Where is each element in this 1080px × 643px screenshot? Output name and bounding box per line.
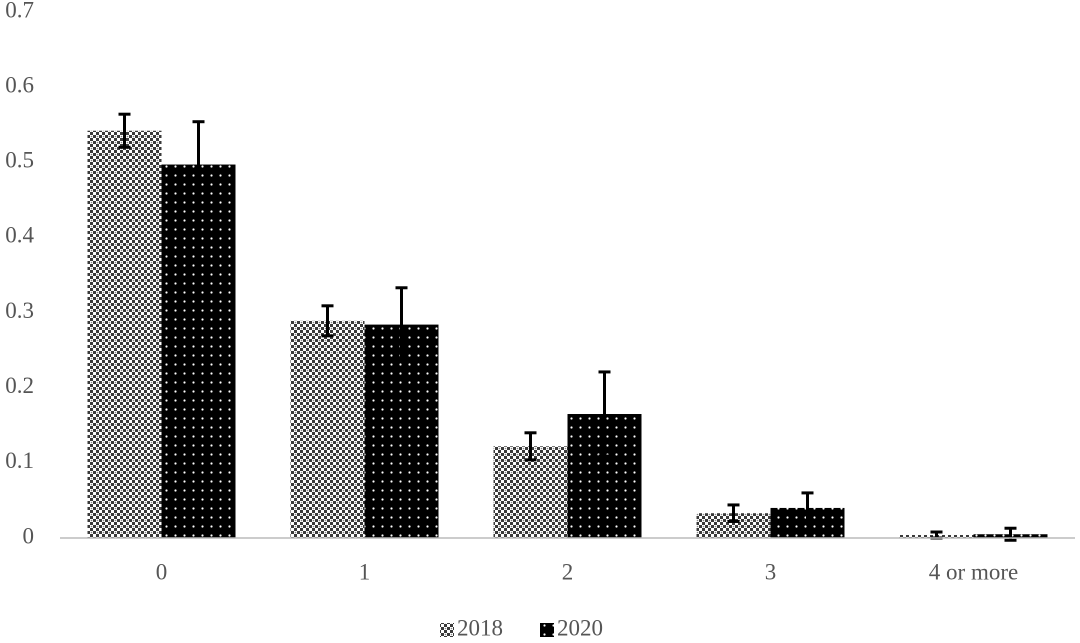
x-tick-label: 2 bbox=[562, 559, 574, 584]
y-tick-label: 0.7 bbox=[5, 0, 34, 22]
y-tick-label: 0.3 bbox=[5, 298, 34, 323]
bar bbox=[290, 320, 365, 538]
y-tick-label: 0.1 bbox=[5, 448, 34, 473]
legend-swatch bbox=[440, 623, 454, 637]
y-tick-label: 0.4 bbox=[5, 223, 34, 248]
error-bar bbox=[598, 370, 611, 458]
error-bar bbox=[395, 286, 408, 363]
x-tick-label: 0 bbox=[156, 559, 168, 584]
error-bar bbox=[118, 112, 131, 149]
x-tick-label: 3 bbox=[765, 559, 777, 584]
legend-swatch bbox=[540, 623, 554, 637]
x-tick-label: 1 bbox=[359, 559, 371, 584]
legend-label: 2018 bbox=[457, 615, 503, 640]
bar bbox=[161, 164, 236, 539]
x-tick-label: 4 or more bbox=[929, 559, 1018, 584]
y-tick-label: 0.5 bbox=[5, 148, 34, 173]
bar bbox=[87, 130, 162, 538]
y-tick-label: 0.6 bbox=[5, 72, 34, 97]
y-tick-label: 0.2 bbox=[5, 373, 34, 398]
error-bar bbox=[192, 120, 205, 209]
y-tick-label: 0 bbox=[23, 523, 35, 548]
error-bar bbox=[727, 503, 740, 523]
error-bar bbox=[524, 431, 537, 462]
bar bbox=[493, 446, 568, 538]
error-bar bbox=[801, 491, 814, 525]
legend-label: 2020 bbox=[557, 615, 603, 640]
error-bar bbox=[321, 304, 334, 338]
